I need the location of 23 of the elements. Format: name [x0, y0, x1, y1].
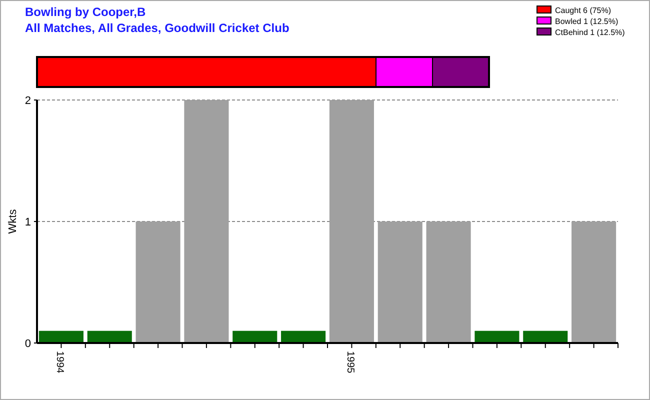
bar	[87, 330, 132, 343]
y-tick-label: 1	[24, 216, 31, 228]
bar	[281, 330, 326, 343]
bar	[474, 330, 520, 343]
bar	[572, 222, 616, 343]
legend-label: Bowled 1 (12.5%)	[555, 17, 618, 26]
bar	[184, 100, 229, 343]
x-tick-label: 1995	[344, 351, 356, 374]
y-tick-label: 2	[24, 95, 31, 107]
bar	[329, 100, 374, 343]
chart-subtitle: All Matches, All Grades, Goodwill Cricket Club	[25, 21, 290, 35]
y-tick-label: 0	[24, 338, 31, 350]
chart-title: Bowling by Cooper,B	[25, 5, 146, 19]
legend-label: Caught 6 (75%)	[555, 6, 612, 15]
bar	[232, 330, 278, 343]
bar	[523, 330, 568, 343]
x-tick-label: 1994	[54, 351, 66, 374]
legend-label: CtBehind 1 (12.5%)	[555, 28, 626, 37]
bar	[426, 222, 471, 343]
bar	[38, 330, 84, 343]
bar	[136, 222, 180, 343]
bar	[378, 222, 422, 343]
y-axis-title: Wkts	[7, 208, 19, 234]
